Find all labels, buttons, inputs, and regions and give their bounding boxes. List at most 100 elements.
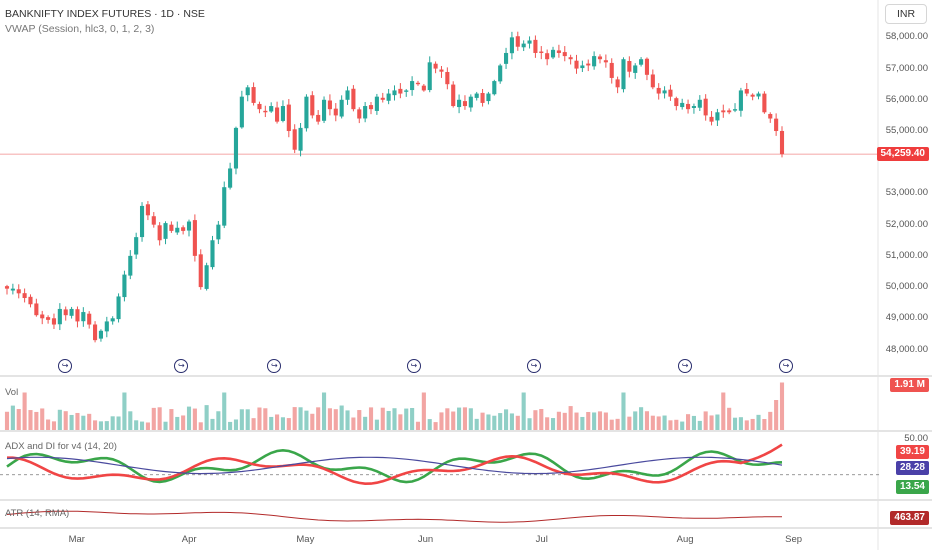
candle-body [445,71,450,85]
candle-body [357,109,362,119]
volume-bar [686,414,691,430]
volume-bar [198,422,203,430]
volume-bar [386,410,391,430]
candle-body [627,61,632,72]
candle-body [269,106,274,112]
symbol-title[interactable]: BANKNIFTY INDEX FUTURES · 1D · NSE [5,8,205,20]
candle-body [615,79,620,88]
candle-body [368,105,374,110]
atr-line [6,510,783,523]
candle-body [768,113,773,119]
dividend-event-icon[interactable]: ↪ [527,359,541,373]
volume-bar [515,415,520,430]
candle-body [216,224,221,240]
volume-bar [181,415,186,430]
volume-bar [169,409,174,430]
candle-body [498,65,503,82]
candle-body [721,110,726,113]
adx-panel-label[interactable]: ADX and DI for v4 (14, 20) [5,441,117,452]
vwap-indicator-label[interactable]: VWAP (Session, hlc3, 0, 1, 2, 3) [5,23,155,35]
volume-bar [351,417,356,430]
candle-body [298,127,303,151]
candle-body [10,288,15,291]
price-tick-label: 49,000.00 [885,312,928,324]
volume-bar [239,409,244,430]
volume-bar [339,405,344,430]
candle-body [744,89,749,94]
di-minus-line [7,443,783,486]
candle-body [427,62,432,91]
time-tick-label: Jul [535,534,548,545]
dividend-event-icon[interactable]: ↪ [267,359,282,373]
price-tick-label: 55,000.00 [885,125,928,136]
candle-body [468,96,473,108]
candle-body [198,254,203,288]
volume-bar [333,409,338,430]
candle-body [145,204,150,216]
dividend-event-icon[interactable]: ↪ [678,359,693,373]
volume-bar [451,411,456,430]
candle-body [662,90,667,94]
candle-body [181,227,186,231]
candle-body [580,65,585,69]
candle-body [703,98,708,116]
currency-button[interactable]: INR [885,4,927,24]
atr-panel-label[interactable]: ATR (14, RMA) [5,508,70,519]
volume-bar [439,412,444,430]
candle-body [586,63,591,66]
candle-body [69,308,74,316]
candle-body [762,93,767,113]
candle-body [779,130,785,155]
candle-body [686,103,691,110]
candle-body [245,87,250,96]
volume-bar [51,421,57,430]
volume-bar [427,419,432,430]
dividend-event-icon[interactable]: ↪ [779,359,793,373]
volume-bar [639,407,644,430]
candle-body [674,98,679,107]
volume-bar [498,413,503,430]
candle-body [363,106,368,119]
candle-body [727,110,732,113]
candle-body [603,60,608,63]
volume-bar [316,407,321,430]
volume-bar [732,417,738,430]
volume-bar [709,415,714,430]
volume-bar [674,419,679,430]
volume-bar [87,413,92,430]
volume-bar [257,407,262,430]
dividend-event-icon[interactable]: ↪ [58,359,73,373]
dividend-event-icon[interactable]: ↪ [174,359,189,373]
candle-body [139,205,145,238]
candle-body [515,36,520,47]
volume-bar [721,392,726,430]
volume-bar [310,413,315,430]
volume-bar [304,410,309,430]
candle-body [774,118,779,132]
volume-bar [98,421,103,430]
candle-body [175,227,180,233]
volume-bar [392,408,397,430]
candle-body [163,223,168,239]
candle-body [239,96,244,128]
candle-body [568,57,573,60]
volume-bar [521,392,526,430]
last-price-badge: 54,259.40 [876,147,929,162]
candle-body [275,107,280,122]
candle-body [732,109,738,111]
candle-body [374,96,379,111]
volume-panel-label[interactable]: Vol [5,387,19,398]
volume-bar [727,407,732,430]
candle-body [680,102,685,108]
candle-body [116,296,121,320]
dividend-event-icon[interactable]: ↪ [406,359,421,373]
volume-bar [492,415,497,430]
candle-body [339,99,344,117]
volume-bar [744,420,749,430]
volume-bar [93,420,98,430]
volume-bar [151,407,156,430]
candle-body [228,168,233,188]
volume-bar [480,412,485,430]
volume-bar [286,418,291,430]
